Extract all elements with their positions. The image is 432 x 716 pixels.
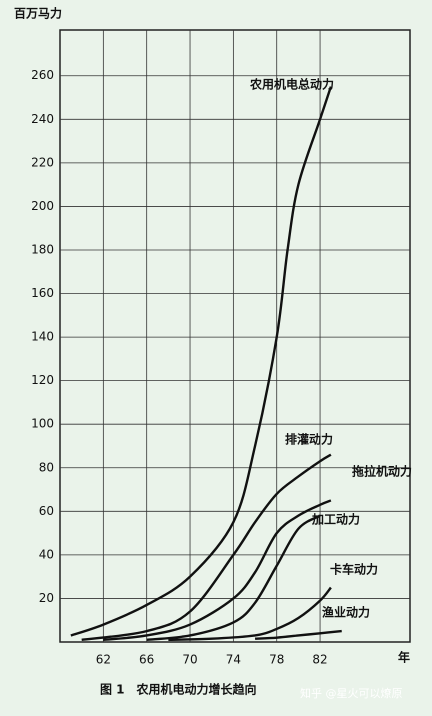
y-tick-label: 140 xyxy=(31,330,54,344)
y-tick-label: 200 xyxy=(31,199,54,213)
series-label: 卡车动力 xyxy=(330,562,378,577)
y-tick-label: 180 xyxy=(31,242,54,256)
y-tick-label: 80 xyxy=(39,460,54,474)
x-tick-label: 82 xyxy=(312,653,327,667)
plot-frame xyxy=(59,29,411,643)
x-tick-label: 74 xyxy=(226,653,241,667)
x-tick-label: 78 xyxy=(269,653,284,667)
y-tick-label: 240 xyxy=(31,112,54,126)
y-tick-label: 20 xyxy=(39,591,54,605)
y-tick-label: 260 xyxy=(31,68,54,82)
watermark: 知乎 @星火可以燎原 xyxy=(300,686,403,700)
data-line xyxy=(168,586,332,642)
data-line xyxy=(103,499,332,642)
x-axis-label: 年 xyxy=(398,650,410,665)
x-tick-label: 62 xyxy=(96,653,111,667)
series-label: 农用机电总动力 xyxy=(249,77,334,92)
series-label: 渔业动力 xyxy=(322,605,370,620)
data-line xyxy=(70,86,333,637)
y-tick-label: 220 xyxy=(31,155,54,169)
data-line xyxy=(81,453,332,642)
data-line xyxy=(254,629,342,640)
x-tick-label: 70 xyxy=(182,653,197,667)
y-tick-label: 120 xyxy=(31,373,54,387)
data-line xyxy=(146,514,321,642)
caption: 图 1 农用机电动力增长趋向 xyxy=(100,682,257,697)
y-tick-label: 40 xyxy=(39,547,54,561)
x-tick-label: 66 xyxy=(139,653,154,667)
y-tick-label: 100 xyxy=(31,417,54,431)
y-axis-label: 百万马力 xyxy=(14,6,62,21)
series-label: 排灌动力 xyxy=(285,432,333,447)
y-tick-label: 60 xyxy=(39,504,54,518)
y-tick-label: 160 xyxy=(31,286,54,300)
series-label: 加工动力 xyxy=(311,512,360,527)
series-label: 拖拉机动力 xyxy=(352,464,412,479)
